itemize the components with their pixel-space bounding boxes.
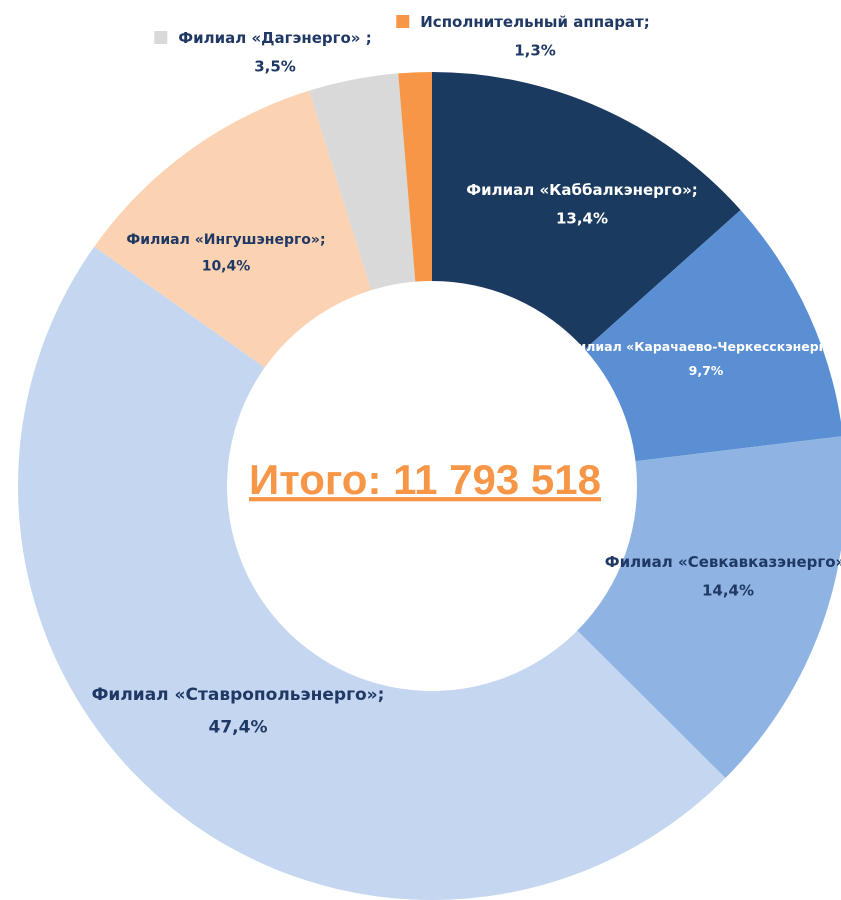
slice-label: Филиал «Дагэнерго» ; 3,5% (178, 29, 371, 76)
donut-slice (584, 210, 841, 462)
donut-slice (577, 436, 841, 779)
slice-category: Филиал «Каббалкэнерго»; (466, 181, 698, 199)
slice-value: 1,3% (514, 41, 556, 59)
slice-category: Исполнительный аппарат; (420, 13, 650, 31)
slice-category: Филиал «Ставропольэнерго»; (92, 685, 385, 705)
slice-value: 13,4% (556, 209, 608, 227)
slice-label: Исполнительный аппарат; 1,3% (420, 13, 650, 60)
slice-label: Филиал «Севкавказэнерго»; 14,4% (605, 553, 841, 600)
slice-label: Филиал «Карачаево-Черкесскэнерго»; 9,7% (565, 339, 841, 378)
slice-category: Филиал «Ингушэнерго»; (126, 232, 325, 248)
slice-label: Филиал «Ставропольэнерго»; 47,4% (92, 685, 385, 737)
total-label: Итого: 11 793 518 (249, 456, 601, 503)
slice-label: Филиал «Каббалкэнерго»; 13,4% (466, 181, 698, 228)
slice-value: 10,4% (202, 259, 251, 275)
donut-slice (309, 73, 416, 291)
slice-category: Филиал «Севкавказэнерго»; (605, 553, 841, 571)
slice-value: 14,4% (702, 581, 754, 599)
donut-slice (94, 90, 372, 368)
donut-slice (432, 72, 741, 350)
donut-slice (18, 246, 726, 900)
legend-swatch (154, 31, 168, 44)
slice-value: 3,5% (254, 57, 296, 75)
slice-category: Филиал «Дагэнерго» ; (178, 29, 371, 47)
legend-swatch (396, 15, 410, 28)
slice-category: Филиал «Карачаево-Черкесскэнерго»; (565, 339, 841, 354)
slice-value: 9,7% (689, 362, 724, 377)
donut-slice (398, 72, 432, 282)
slice-value: 47,4% (209, 717, 268, 737)
slice-label: Филиал «Ингушэнерго»; 10,4% (126, 232, 325, 275)
